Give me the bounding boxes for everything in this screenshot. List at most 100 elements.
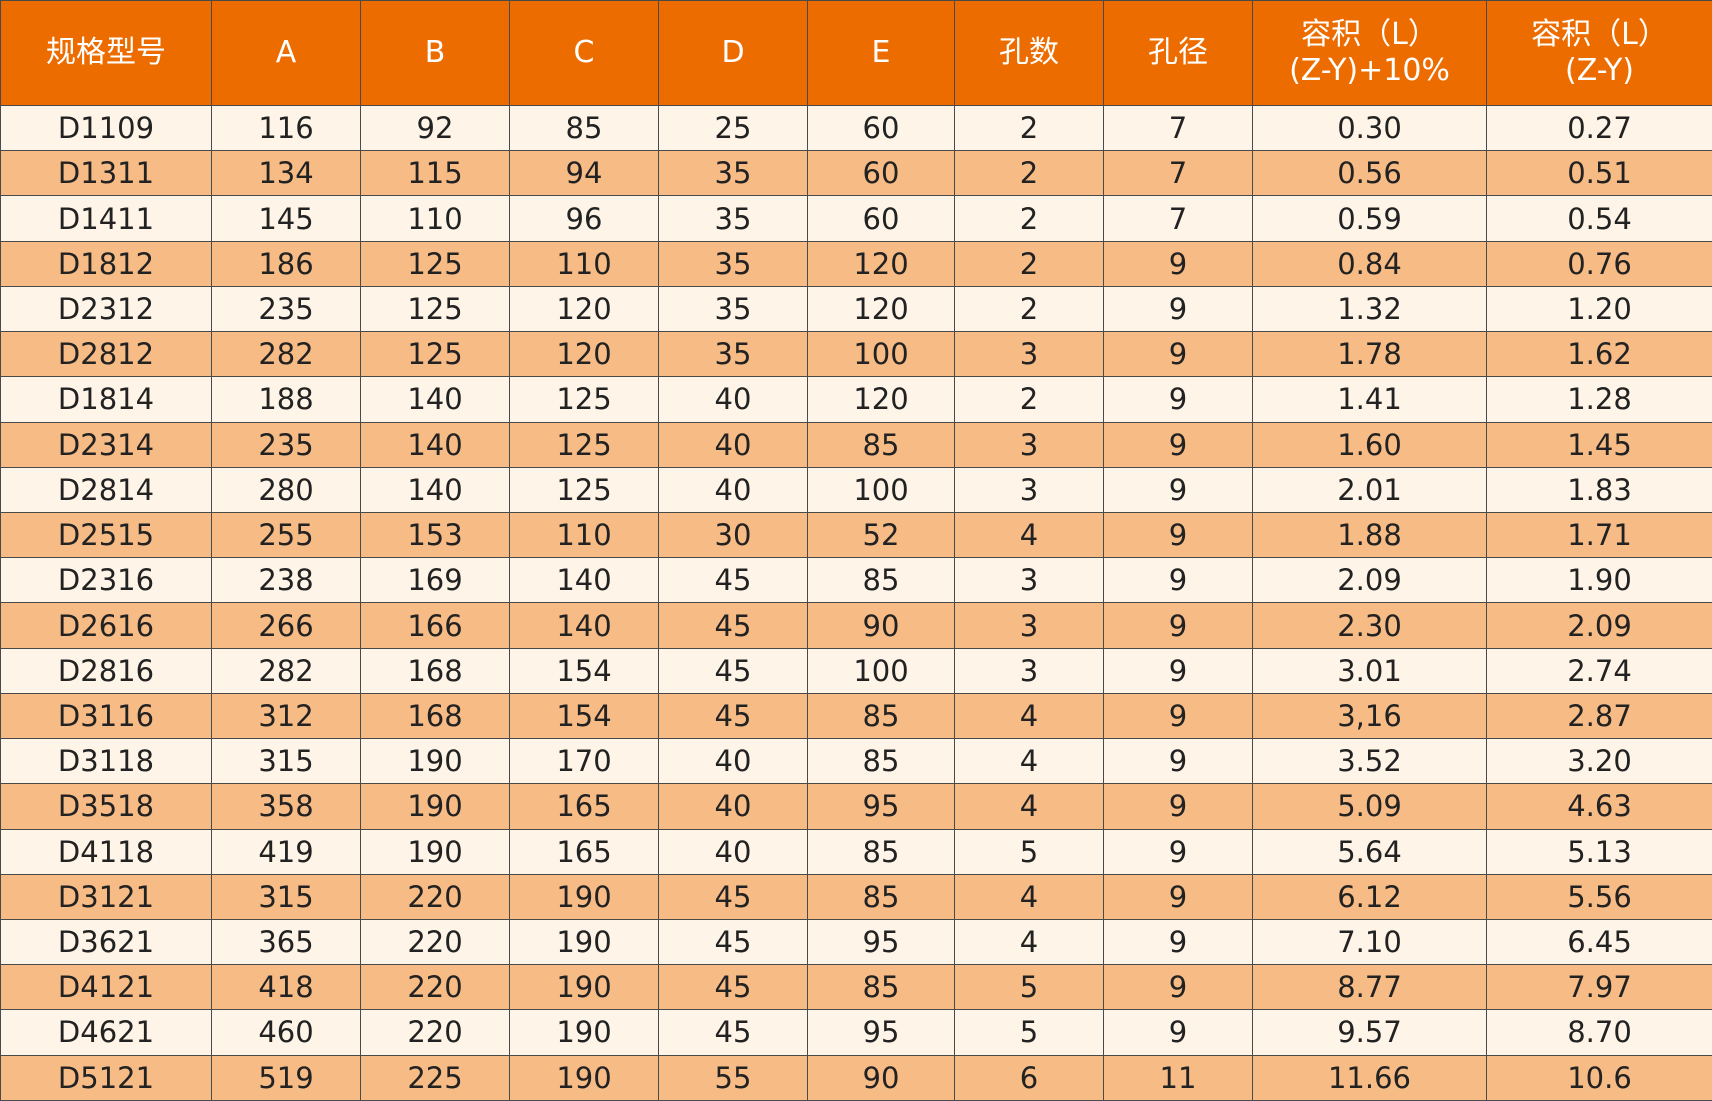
table-cell: 110 <box>509 511 659 559</box>
table-cell: 7 <box>1103 104 1253 152</box>
table-cell: D2314 <box>0 421 212 468</box>
table-cell: 94 <box>509 150 659 197</box>
table-cell: 170 <box>509 738 659 785</box>
table-cell: 125 <box>509 421 659 468</box>
table-cell: 1.71 <box>1486 511 1712 559</box>
table-cell: 0.56 <box>1252 150 1487 197</box>
table-cell: 0.84 <box>1252 240 1487 287</box>
table-cell: 418 <box>211 964 361 1011</box>
table-cell: 2.09 <box>1486 602 1712 649</box>
table-cell: 92 <box>360 104 510 152</box>
table-cell: 3.01 <box>1252 647 1487 694</box>
table-cell: 153 <box>360 511 510 559</box>
table-cell: 45 <box>658 647 808 694</box>
table-cell: 55 <box>658 1054 808 1101</box>
table-cell: 3.52 <box>1252 738 1487 785</box>
table-cell: 2.74 <box>1486 647 1712 694</box>
table-cell: 9 <box>1103 557 1253 604</box>
table-cell: 45 <box>658 692 808 740</box>
table-cell: 25 <box>658 104 808 152</box>
table-cell: 100 <box>807 331 955 378</box>
table-cell: 145 <box>211 195 361 242</box>
table-cell: 2 <box>954 195 1104 242</box>
table-row: D3116 312 168 154 45 85 4 9 3,16 2.87 <box>0 692 1712 740</box>
table-cell: 140 <box>509 557 659 604</box>
table-cell: 238 <box>211 557 361 604</box>
table-cell: 3 <box>954 647 1104 694</box>
table-cell: D5121 <box>0 1054 212 1101</box>
table-cell: 116 <box>211 104 361 152</box>
table-row: D3518 358 190 165 40 95 4 9 5.09 4.63 <box>0 783 1712 830</box>
table-cell: 5.13 <box>1486 828 1712 875</box>
table-cell: 266 <box>211 602 361 649</box>
table-cell: 0.59 <box>1252 195 1487 242</box>
table-cell: D2812 <box>0 331 212 378</box>
table-cell: 4 <box>954 692 1104 740</box>
table-cell: 1.60 <box>1252 421 1487 468</box>
table-cell: D3121 <box>0 873 212 920</box>
table-cell: 2 <box>954 240 1104 287</box>
header-cell: 规格型号 <box>0 0 212 106</box>
table-cell: 3,16 <box>1252 692 1487 740</box>
table-cell: 9 <box>1103 828 1253 875</box>
table-cell: 60 <box>807 150 955 197</box>
header-cell: 容积（L） (Z-Y) <box>1486 0 1712 106</box>
table-cell: 9.57 <box>1252 1009 1487 1056</box>
table-row: D3118 315 190 170 40 85 4 9 3.52 3.20 <box>0 738 1712 785</box>
table-cell: 45 <box>658 557 808 604</box>
table-cell: D3118 <box>0 738 212 785</box>
table-cell: D1814 <box>0 376 212 423</box>
table-cell: 120 <box>509 285 659 333</box>
table-cell: 5.09 <box>1252 783 1487 830</box>
header-cell: 孔数 <box>954 0 1104 106</box>
table-cell: D3518 <box>0 783 212 830</box>
table-cell: 3 <box>954 466 1104 513</box>
table-cell: 90 <box>807 602 955 649</box>
table-row: D4118 419 190 165 40 85 5 9 5.64 5.13 <box>0 828 1712 875</box>
table-cell: 2.01 <box>1252 466 1487 513</box>
table-cell: 60 <box>807 195 955 242</box>
table-cell: 169 <box>360 557 510 604</box>
table-cell: 2.30 <box>1252 602 1487 649</box>
table-cell: 95 <box>807 1009 955 1056</box>
table-cell: 3.20 <box>1486 738 1712 785</box>
table-row: D2316 238 169 140 45 85 3 9 2.09 1.90 <box>0 557 1712 604</box>
table-cell: 45 <box>658 873 808 920</box>
table-cell: 9 <box>1103 918 1253 966</box>
table-cell: D1109 <box>0 104 212 152</box>
table-cell: 90 <box>807 1054 955 1101</box>
table-cell: 282 <box>211 331 361 378</box>
table-cell: 35 <box>658 240 808 287</box>
table-cell: 2 <box>954 104 1104 152</box>
table-cell: 5.56 <box>1486 873 1712 920</box>
table-row: D1411 145 110 96 35 60 2 7 0.59 0.54 <box>0 195 1712 242</box>
table-cell: 30 <box>658 511 808 559</box>
table-cell: 280 <box>211 466 361 513</box>
table-cell: 9 <box>1103 285 1253 333</box>
table-row: D3121 315 220 190 45 85 4 9 6.12 5.56 <box>0 873 1712 920</box>
table-cell: 0.30 <box>1252 104 1487 152</box>
table-cell: 125 <box>360 331 510 378</box>
table-cell: 11.66 <box>1252 1054 1487 1101</box>
table-cell: 96 <box>509 195 659 242</box>
table-cell: 120 <box>807 285 955 333</box>
table-body: D1109 116 92 85 25 60 2 7 0.30 0.27 D1311 134 115 94 3… <box>0 104 1712 1101</box>
table-cell: 190 <box>360 738 510 785</box>
table-row: D5121 519 225 190 55 90 6 11 11.66 10.6 <box>0 1054 1712 1101</box>
table-cell: 120 <box>807 240 955 287</box>
table-cell: 125 <box>360 285 510 333</box>
table-cell: 10.6 <box>1486 1054 1712 1101</box>
table-cell: 190 <box>509 964 659 1011</box>
table-cell: 35 <box>658 331 808 378</box>
table-cell: 190 <box>360 783 510 830</box>
table-cell: 110 <box>509 240 659 287</box>
table-cell: 0.54 <box>1486 195 1712 242</box>
table-cell: 2.87 <box>1486 692 1712 740</box>
table-cell: 9 <box>1103 964 1253 1011</box>
table-cell: 4.63 <box>1486 783 1712 830</box>
table-cell: 0.51 <box>1486 150 1712 197</box>
table-cell: 115 <box>360 150 510 197</box>
table-cell: 358 <box>211 783 361 830</box>
table-cell: 2 <box>954 150 1104 197</box>
